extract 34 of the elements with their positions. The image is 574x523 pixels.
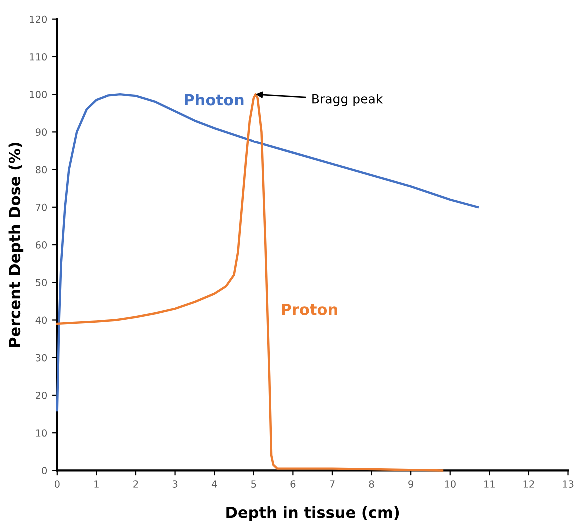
x-tick-label: 11 <box>484 480 495 488</box>
y-tick-label: 10 <box>36 430 48 437</box>
line-series <box>56 93 444 472</box>
y-tick-label: 50 <box>36 279 48 286</box>
y-tick-label: 20 <box>36 392 48 400</box>
series-label: Proton <box>282 304 338 316</box>
y-tick-label: 110 <box>30 53 48 61</box>
x-tick-label: 1 <box>94 480 99 488</box>
x-tick-label: 5 <box>252 480 256 488</box>
y-tick-label: 100 <box>30 91 48 98</box>
y-axis-title: Percent Depth Dose (%) <box>8 142 24 347</box>
y-tick-label: 60 <box>36 242 48 249</box>
annotation: Bragg peak <box>312 94 384 106</box>
y-tick-label: 90 <box>36 128 48 136</box>
x-axis-title: Depth in tissue (cm) <box>226 506 400 522</box>
x-tick-label: 6 <box>290 480 296 488</box>
x-tick-label: 7 <box>330 480 335 488</box>
x-tick-label: 12 <box>524 480 534 488</box>
y-tick-label: 0 <box>42 467 48 475</box>
series-label: Photon <box>185 94 244 106</box>
y-tick-label: 30 <box>36 354 48 362</box>
x-tick-label: 13 <box>563 480 574 488</box>
x-tick-label: 2 <box>134 480 138 488</box>
x-tick-label: 10 <box>445 480 456 488</box>
y-tick-label: 40 <box>36 316 48 324</box>
x-tick-label: 4 <box>212 480 218 488</box>
x-tick-label: 3 <box>172 480 178 488</box>
line-series <box>56 93 479 412</box>
x-tick-label: 8 <box>369 480 374 488</box>
y-tick-label: 120 <box>30 16 48 24</box>
x-tick-label: 9 <box>408 480 414 488</box>
x-tick-label: 0 <box>54 480 60 488</box>
y-tick-label: 80 <box>36 166 48 174</box>
y-tick-label: 70 <box>36 204 48 212</box>
